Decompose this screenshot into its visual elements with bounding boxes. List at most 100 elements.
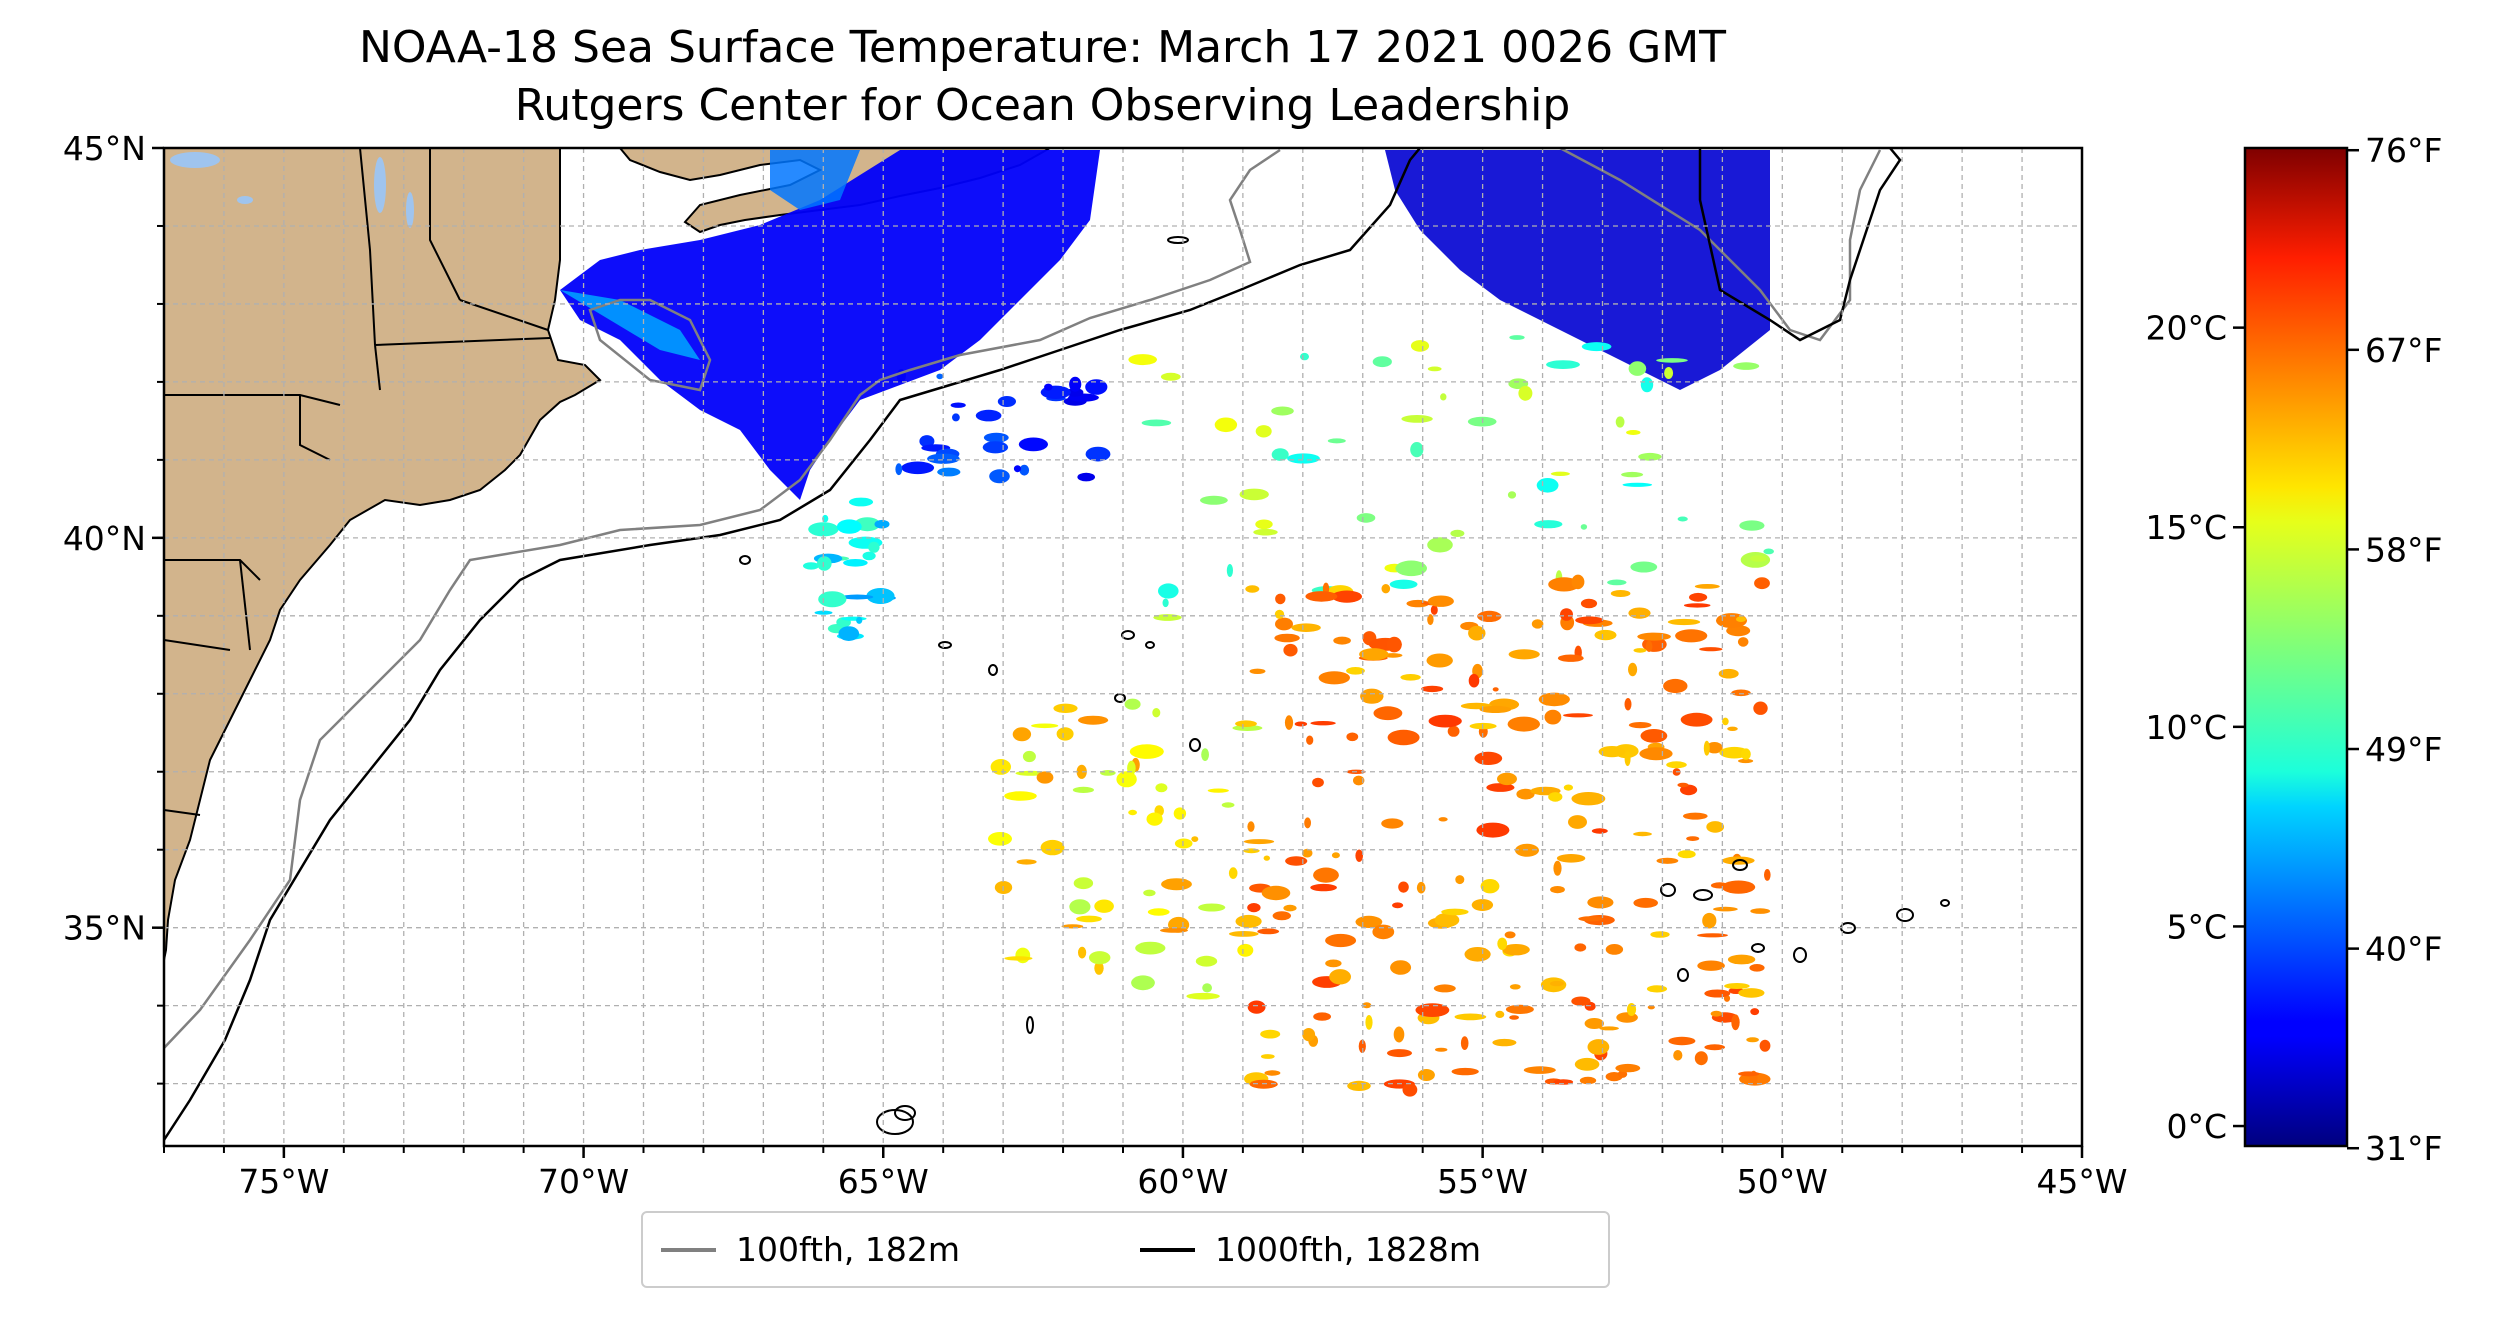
sst-patch [817, 556, 832, 571]
sst-patch [1610, 590, 1631, 597]
sst-patch [1287, 453, 1320, 464]
sst-patch [1531, 619, 1544, 629]
state-borders [164, 148, 551, 816]
sst-patch [1415, 1003, 1450, 1017]
sst-patch [1089, 951, 1111, 965]
sst-patch [1507, 716, 1541, 732]
sst-patch [1518, 385, 1533, 401]
sst-patch [1355, 849, 1363, 862]
sst-patch [1094, 899, 1114, 913]
chart-subtitle: Rutgers Center for Ocean Observing Leade… [514, 80, 1571, 131]
sst-patch [1313, 1012, 1331, 1021]
sst-patch [919, 435, 935, 448]
sst-patch [1327, 438, 1346, 444]
chart-title: NOAA-18 Sea Surface Temperature: March 1… [358, 22, 1727, 73]
sst-patch [1516, 788, 1535, 800]
sst-patch [1727, 954, 1756, 965]
sst-patch [1260, 1054, 1275, 1059]
sst-patch [1004, 956, 1033, 961]
sst-patch [1550, 886, 1565, 894]
sst-patch [997, 396, 1017, 407]
legend-label-100fth: 100fth, 182m [736, 1230, 960, 1269]
sst-patch [1331, 852, 1340, 859]
sst-patch [1433, 984, 1456, 993]
sst-patch [1523, 1066, 1556, 1074]
sst-patch [1389, 579, 1418, 589]
fahrenheit-tick-label: 31°F [2365, 1129, 2442, 1168]
sst-patch [1605, 944, 1624, 955]
sst-patch [1069, 899, 1091, 915]
sst-patch [1441, 908, 1469, 916]
sst-patch [1575, 616, 1604, 625]
sst-patch [1699, 647, 1723, 652]
sst-patch [1400, 674, 1421, 681]
sst-patch [1727, 726, 1738, 731]
sst-patch [1733, 362, 1760, 370]
sst-patch [1571, 574, 1585, 590]
sst-patch [1358, 1039, 1366, 1054]
sst-patch [1013, 465, 1022, 473]
land-us-east-coast [164, 148, 602, 961]
fahrenheit-tick-label: 67°F [2365, 331, 2442, 370]
sst-patch [1750, 1008, 1760, 1016]
sst-patch [1386, 636, 1402, 653]
sst-patch [1591, 828, 1608, 834]
sst-patch [1486, 783, 1515, 792]
legend-swatch-1000fth [1140, 1247, 1195, 1252]
sst-patch [1426, 653, 1453, 668]
sst-patch [1333, 636, 1351, 645]
sst-patch [1722, 717, 1729, 726]
sst-patch [1294, 721, 1308, 727]
sst-patch [1556, 854, 1586, 863]
sst-patch [1615, 1063, 1641, 1073]
sst-patch [1174, 838, 1193, 849]
sst-patch [1753, 701, 1768, 715]
sst-patch [1706, 742, 1723, 754]
sst-patch [1492, 1038, 1517, 1047]
sst-patch [1677, 782, 1689, 788]
sst-patch [1504, 931, 1516, 939]
sst-patch [1128, 809, 1137, 816]
legend-item-1000fth: 1000fth, 1828m [1140, 1213, 1481, 1286]
sst-patch [1638, 452, 1662, 461]
sst-patch [1191, 836, 1199, 842]
sst-patch [1381, 584, 1391, 594]
sst-patch [1072, 786, 1094, 794]
sst-patch [1607, 579, 1627, 586]
sst-patch [950, 402, 966, 408]
sst-patch [1221, 802, 1235, 808]
sst-patch [1704, 989, 1731, 998]
sst-patch [818, 591, 847, 608]
sst-patch [1628, 662, 1638, 677]
sst-patch [843, 559, 868, 567]
sst-patch [1387, 1049, 1412, 1058]
sst-patch [1260, 1029, 1281, 1039]
sst-patch [1680, 784, 1698, 796]
sst-patch [895, 463, 903, 476]
sst-patch [1534, 520, 1563, 529]
sst-patch [1329, 969, 1351, 985]
sst-patch [1650, 931, 1670, 938]
sst-patch [1694, 584, 1720, 589]
sst-patch [1550, 471, 1570, 476]
sst-patch [1741, 748, 1751, 760]
sst-patch [868, 541, 880, 553]
sst-patch [1069, 376, 1082, 392]
sst-patch [988, 832, 1012, 846]
lat-tick-label: 45°N [63, 129, 146, 168]
sst-patch [1571, 792, 1606, 806]
lat-tick-label: 35°N [63, 909, 146, 948]
lon-tick-label: 70°W [538, 1162, 629, 1201]
sst-patch [1749, 964, 1765, 972]
sst-patch [1689, 592, 1708, 602]
sst-patch [874, 519, 890, 529]
sst-patch [1152, 708, 1161, 718]
sst-patch [1247, 821, 1255, 832]
sst-patch [1721, 880, 1756, 894]
sst-patch [1430, 605, 1438, 615]
sst-patch [1474, 751, 1503, 766]
sst-patch [1302, 1028, 1316, 1042]
sst-patch [1416, 881, 1426, 894]
sst-patch [1736, 616, 1746, 622]
